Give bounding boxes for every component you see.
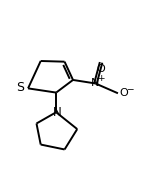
Text: +: +: [97, 74, 105, 83]
Text: S: S: [16, 81, 24, 94]
Text: N: N: [91, 78, 99, 88]
Text: O: O: [119, 88, 128, 98]
Text: O: O: [97, 64, 105, 74]
Text: N: N: [52, 106, 61, 120]
Text: −: −: [126, 85, 133, 94]
